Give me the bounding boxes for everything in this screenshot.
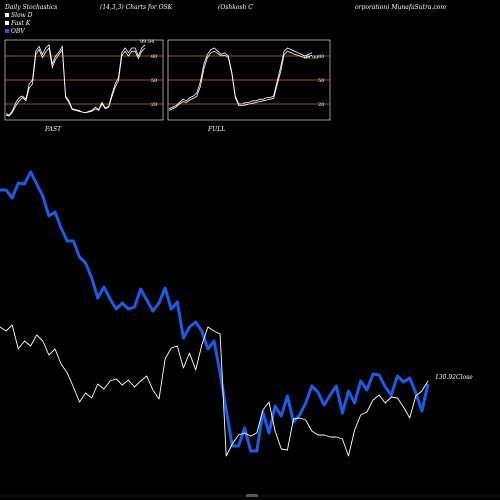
company-name-part-1: (Oshkosh C <box>218 4 253 11</box>
close-value-label: 130.92Close <box>435 374 473 381</box>
legend-label-fast-k: Fast K <box>10 20 31 27</box>
legend-swatch-obv <box>5 29 9 33</box>
full-series-1-line <box>168 47 313 110</box>
obv-close-panel: 130.92Close <box>0 170 473 457</box>
fast-tick-label-20: 20 <box>151 102 157 108</box>
chart-title: Daily Stochastics <box>4 4 57 11</box>
close-price-line <box>0 324 429 457</box>
full-value-label: 89.99 <box>304 55 318 61</box>
bottom-date-axis <box>0 494 500 497</box>
obv-line <box>0 170 430 453</box>
full-tick-label-50: 50 <box>318 78 324 84</box>
company-name-part-2: orporation) MunafaSutra.com <box>355 4 446 11</box>
fast-panel-title: FAST <box>44 126 62 133</box>
fast-value-label: 99.84 <box>140 39 154 45</box>
full-panel-title: FULL <box>207 126 225 133</box>
fast-series-1-line <box>5 43 146 116</box>
fast-tick-label-50: 50 <box>151 78 157 84</box>
legend-label-slow-d: Slow D <box>11 12 33 19</box>
full-tick-label-20: 20 <box>318 102 324 108</box>
legend-swatch-slow-d <box>5 13 9 17</box>
legend: Slow D Fast K OBV <box>5 12 33 35</box>
fast-series-2-line <box>5 47 146 117</box>
chart-params: (14,3,3) Charts for OSK <box>100 4 173 11</box>
fast-stochastic-panel: 20 50 80 99.84 FAST <box>4 39 164 133</box>
legend-swatch-fast-k <box>5 21 9 25</box>
legend-label-obv: OBV <box>11 28 25 35</box>
full-tick-label-80: 80 <box>318 54 324 60</box>
full-series-2-line <box>168 50 313 111</box>
fast-tick-label-80: 80 <box>151 54 157 60</box>
bottom-axis-marker <box>246 494 258 497</box>
